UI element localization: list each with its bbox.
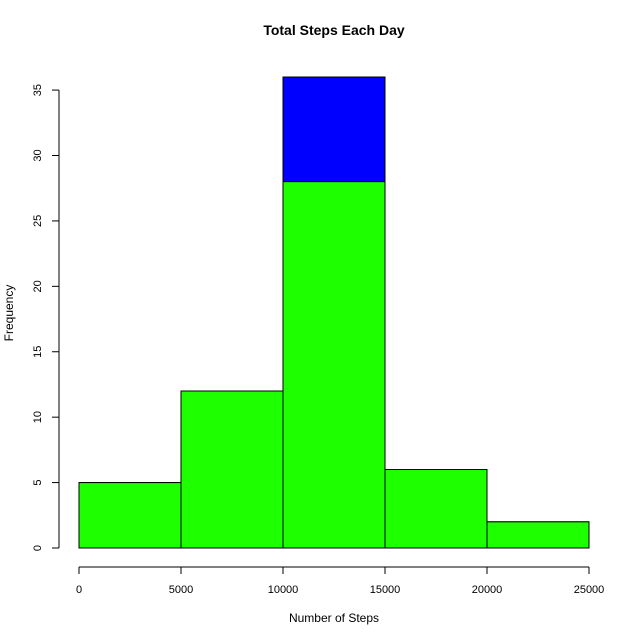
x-tick-label: 0 xyxy=(76,584,82,596)
bar-series-2-bin-4 xyxy=(384,469,488,549)
y-tick-label: 5 xyxy=(32,480,44,486)
bars-group xyxy=(78,76,590,549)
y-tick-label: 35 xyxy=(32,84,44,96)
y-axis: 0 5 10 15 20 25 30 35 xyxy=(32,84,60,551)
x-tick-label: 10000 xyxy=(268,584,299,596)
y-tick-label: 0 xyxy=(32,545,44,551)
y-tick-label: 20 xyxy=(32,280,44,292)
y-tick-label: 25 xyxy=(32,215,44,227)
bar-series-2-bin-3 xyxy=(282,181,386,549)
bar-series-2-bin-5 xyxy=(486,521,590,549)
chart-title: Total Steps Each Day xyxy=(263,22,405,38)
y-tick-label: 15 xyxy=(32,346,44,358)
x-axis: 0 5000 10000 15000 20000 25000 xyxy=(76,566,605,596)
bar-series-2-bin-1 xyxy=(78,482,182,549)
x-tick-label: 15000 xyxy=(370,584,401,596)
x-axis-label: Number of Steps xyxy=(289,611,379,625)
bar-series-2-bin-2 xyxy=(180,390,284,549)
y-tick-label: 30 xyxy=(32,149,44,161)
x-tick-label: 20000 xyxy=(472,584,503,596)
x-tick-label: 25000 xyxy=(574,584,605,596)
y-axis-label: Frequency xyxy=(2,285,16,342)
y-tick-label: 10 xyxy=(32,411,44,423)
x-tick-label: 5000 xyxy=(169,584,193,596)
